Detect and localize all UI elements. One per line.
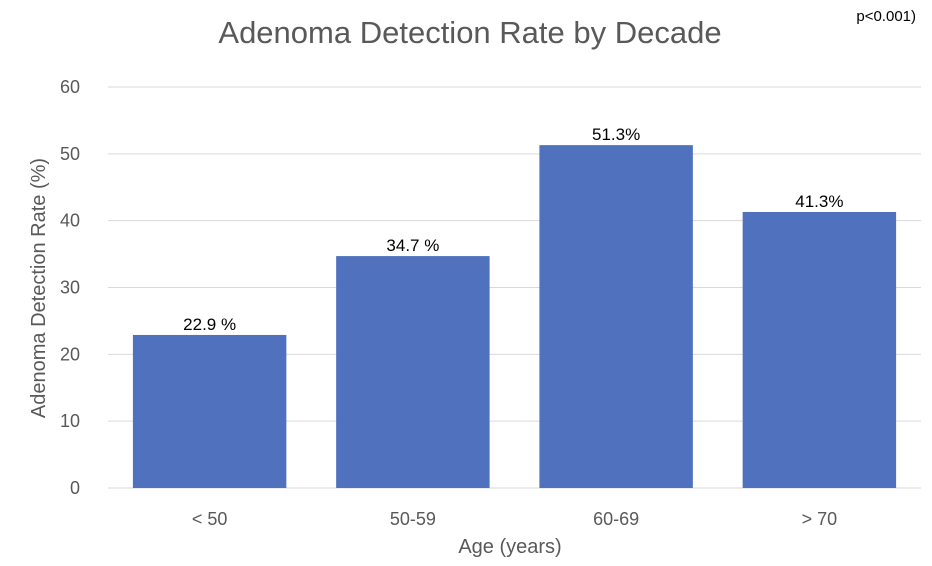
data-labels: 22.9 % 34.7 % 51.3% 41.3% [183, 125, 843, 334]
y-axis-ticks: 0 10 20 30 40 50 60 [60, 77, 80, 498]
bars [132, 145, 897, 488]
bar [132, 334, 287, 488]
x-tick-label: 60-69 [593, 509, 639, 529]
bar [539, 145, 693, 488]
y-tick-label: 10 [60, 411, 80, 431]
data-label: 22.9 % [183, 315, 236, 334]
data-label: 51.3% [592, 125, 640, 144]
x-axis-title: Age (years) [458, 536, 561, 558]
y-tick-label: 40 [60, 211, 80, 231]
y-tick-label: 0 [70, 478, 80, 498]
x-tick-label: 50-59 [390, 509, 436, 529]
data-label: 34.7 % [386, 236, 439, 255]
chart-title: Adenoma Detection Rate by Decade [218, 15, 721, 50]
data-label: 41.3% [795, 192, 843, 211]
bar [742, 211, 897, 488]
x-tick-label: < 50 [192, 509, 228, 529]
x-axis-ticks: < 50 50-59 60-69 > 70 [192, 509, 837, 529]
p-value-annotation: p<0.001) [856, 8, 916, 25]
y-tick-label: 20 [60, 344, 80, 364]
y-axis-title: Adenoma Detection Rate (%) [28, 158, 50, 418]
y-tick-label: 30 [60, 278, 80, 298]
y-tick-label: 60 [60, 77, 80, 97]
y-tick-label: 50 [60, 144, 80, 164]
bar [336, 256, 490, 488]
x-tick-label: > 70 [802, 509, 838, 529]
